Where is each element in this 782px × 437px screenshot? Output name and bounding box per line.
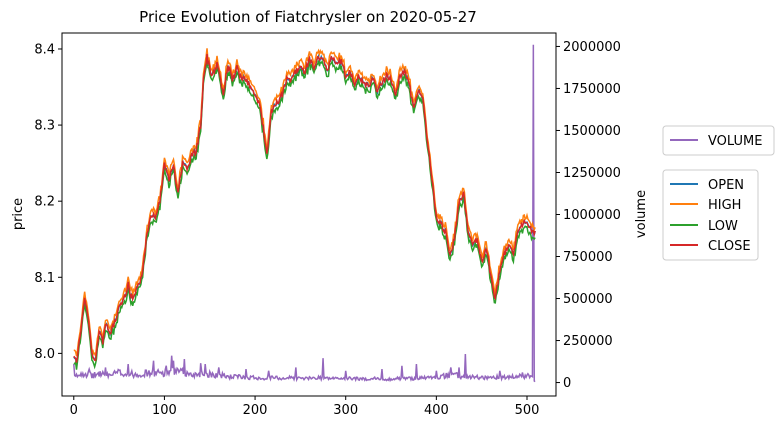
y2-tick-label: 750000 xyxy=(563,250,613,265)
legend-volume-box xyxy=(662,125,775,156)
series-high-line xyxy=(73,48,536,357)
x-tick-label: 300 xyxy=(333,403,358,418)
y-tick-label: 8.0 xyxy=(34,347,55,362)
y-tick-label: 8.1 xyxy=(34,271,55,286)
plot-lines xyxy=(73,44,536,383)
y-axis-left: 8.0 8.1 8.2 8.3 8.4 xyxy=(34,42,62,362)
series-volume-line xyxy=(73,44,536,383)
y-tick-label: 8.4 xyxy=(34,42,55,57)
legend-volume-label: VOLUME xyxy=(708,134,762,149)
y-tick-label: 8.3 xyxy=(34,119,55,134)
legend-open-label: OPEN xyxy=(708,178,744,193)
y2-axis-label: volume xyxy=(634,190,649,238)
x-tick-label: 100 xyxy=(152,403,177,418)
y2-tick-label: 1000000 xyxy=(563,208,621,223)
series-group xyxy=(73,44,536,383)
x-tick-label: 400 xyxy=(424,403,449,418)
x-tick-label: 0 xyxy=(70,403,78,418)
legend-price-box xyxy=(662,169,759,261)
x-tick-label: 500 xyxy=(515,403,540,418)
legend-price: OPEN HIGH LOW CLOSE xyxy=(662,169,759,261)
legend-volume: VOLUME xyxy=(662,125,775,156)
y2-tick-label: 1250000 xyxy=(563,166,621,181)
y2-tick-label: 1500000 xyxy=(563,124,621,139)
y-axis-label: price xyxy=(11,198,26,230)
y2-tick-label: 250000 xyxy=(563,334,613,349)
y2-tick-label: 2000000 xyxy=(563,40,621,55)
legend-close-label: CLOSE xyxy=(708,239,751,254)
y2-tick-label: 0 xyxy=(563,376,571,391)
plot-frame xyxy=(61,32,557,397)
x-tick-label: 200 xyxy=(243,403,268,418)
series-close-line xyxy=(73,53,536,363)
y2-tick-label: 1750000 xyxy=(563,82,621,97)
y-tick-label: 8.2 xyxy=(34,195,55,210)
y2-tick-label: 500000 xyxy=(563,292,613,307)
chart-title: Price Evolution of Fiatchrysler on 2020-… xyxy=(139,8,477,26)
x-axis: 0 100 200 300 400 500 xyxy=(70,396,540,418)
legend-high-label: HIGH xyxy=(708,198,741,213)
y-axis-right: 0 250000 500000 750000 1000000 1250000 1500000… xyxy=(556,40,621,391)
legend-low-label: LOW xyxy=(708,219,738,234)
